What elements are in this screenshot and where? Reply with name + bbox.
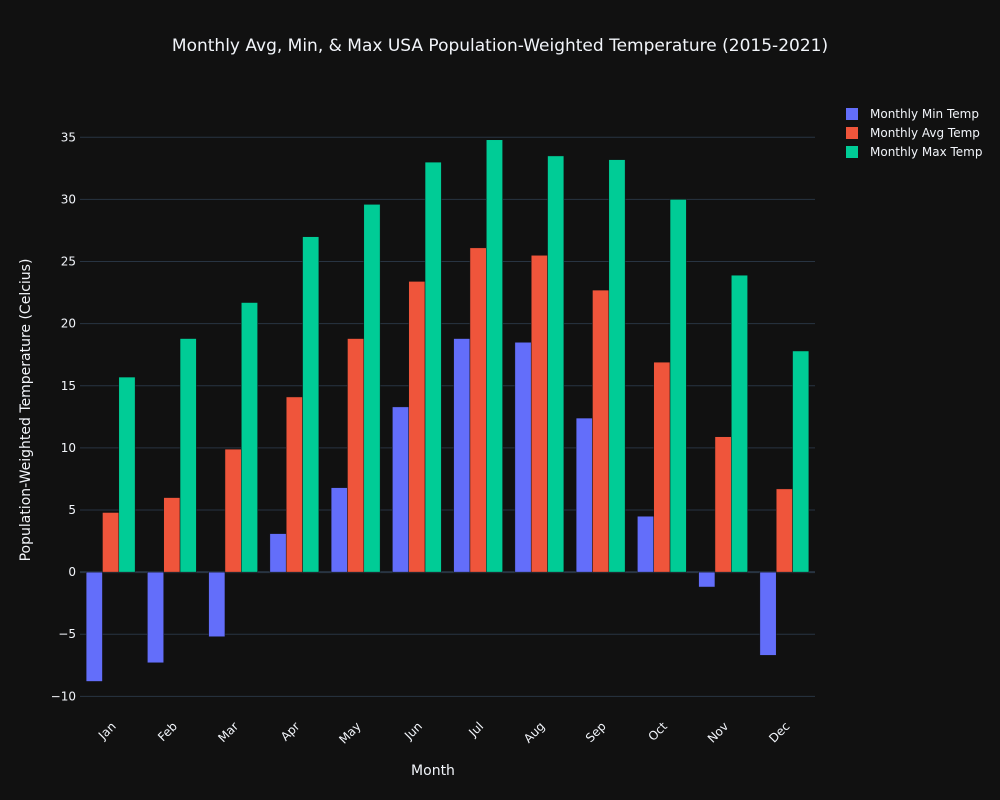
x-tick-label: Jun — [401, 719, 425, 743]
bar-monthly-min-temp-jun[interactable] — [392, 406, 409, 573]
bar-monthly-max-temp-mar[interactable] — [241, 302, 258, 573]
legend-label: Monthly Avg Temp — [870, 126, 980, 140]
bar-monthly-max-temp-dec[interactable] — [792, 350, 810, 573]
legend[interactable]: Monthly Min Temp Monthly Avg Temp Monthly … — [846, 107, 982, 159]
x-axis-title: Month — [411, 763, 455, 779]
bar-monthly-avg-temp-apr[interactable] — [285, 396, 303, 573]
x-tick-label: Jan — [95, 719, 119, 743]
bar-monthly-avg-temp-nov[interactable] — [714, 436, 732, 573]
y-tick-label: 10 — [61, 441, 76, 455]
legend-swatch — [846, 127, 858, 139]
x-tick-label: Dec — [766, 719, 792, 745]
bar-monthly-max-temp-nov[interactable] — [731, 274, 748, 573]
bar-monthly-max-temp-oct[interactable] — [669, 199, 687, 573]
bar-monthly-avg-temp-sep[interactable] — [592, 289, 610, 573]
bar-monthly-avg-temp-may[interactable] — [347, 338, 365, 573]
x-tick-label: Oct — [645, 719, 670, 744]
y-tick-label: 30 — [61, 192, 76, 206]
bar-monthly-avg-temp-jun[interactable] — [408, 281, 426, 573]
legend-label: Monthly Max Temp — [870, 145, 982, 159]
y-axis-title: Population-Weighted Temperature (Celcius… — [18, 259, 34, 562]
bar-monthly-min-temp-apr[interactable] — [269, 533, 287, 573]
legend-item-monthly-min-temp[interactable]: Monthly Min Temp — [846, 107, 979, 121]
bar-monthly-min-temp-mar[interactable] — [208, 571, 226, 637]
y-tick-label: 20 — [61, 317, 76, 331]
y-tick-label: 5 — [68, 503, 76, 517]
bar-monthly-max-temp-apr[interactable] — [302, 236, 320, 573]
bar-monthly-avg-temp-mar[interactable] — [224, 448, 242, 573]
x-tick-label: Mar — [215, 719, 241, 745]
x-tick-label: May — [336, 719, 363, 746]
bar-monthly-avg-temp-jan[interactable] — [102, 512, 120, 573]
bar-monthly-max-temp-jun[interactable] — [424, 161, 442, 573]
y-tick-label: −10 — [51, 689, 76, 703]
bar-monthly-max-temp-aug[interactable] — [547, 155, 565, 573]
bar-monthly-max-temp-jan[interactable] — [118, 376, 136, 573]
y-tick-label: 25 — [61, 255, 76, 269]
x-tick-label: Sep — [583, 719, 609, 745]
x-tick-label: Nov — [705, 719, 731, 745]
bar-monthly-max-temp-may[interactable] — [363, 204, 381, 573]
bar-monthly-avg-temp-feb[interactable] — [163, 497, 181, 573]
bar-monthly-max-temp-feb[interactable] — [179, 338, 197, 573]
bar-monthly-avg-temp-aug[interactable] — [530, 255, 548, 573]
bar-monthly-avg-temp-jul[interactable] — [469, 247, 487, 573]
x-tick-label: Feb — [155, 719, 180, 744]
bar-monthly-min-temp-sep[interactable] — [575, 417, 593, 573]
grid-lines — [80, 136, 815, 697]
y-tick-labels: −10 −5 0 5 10 15 20 25 30 35 — [51, 130, 76, 703]
bar-monthly-min-temp-may[interactable] — [330, 487, 348, 573]
bar-monthly-min-temp-jan[interactable] — [85, 571, 103, 682]
legend-swatch — [846, 146, 858, 158]
bar-monthly-max-temp-sep[interactable] — [608, 159, 626, 573]
bar-monthly-avg-temp-oct[interactable] — [653, 361, 671, 573]
bar-monthly-max-temp-jul[interactable] — [486, 139, 503, 573]
y-tick-label: 15 — [61, 379, 76, 393]
y-tick-label: 0 — [68, 565, 76, 579]
bar-monthly-min-temp-aug[interactable] — [514, 342, 532, 573]
y-tick-label: −5 — [58, 627, 76, 641]
bar-monthly-min-temp-jul[interactable] — [453, 338, 471, 573]
x-tick-label: Apr — [278, 719, 303, 744]
y-tick-label: 35 — [61, 130, 76, 144]
bar-monthly-min-temp-dec[interactable] — [759, 571, 777, 656]
bars — [85, 139, 810, 682]
x-tick-labels: Jan Feb Mar Apr May Jun Jul Aug Sep Oct Nov Dec — [95, 719, 792, 747]
bar-monthly-min-temp-feb[interactable] — [147, 571, 164, 664]
x-tick-label: Aug — [521, 719, 547, 745]
bar-monthly-min-temp-oct[interactable] — [637, 515, 654, 573]
chart-title: Monthly Avg, Min, & Max USA Population-W… — [172, 36, 828, 56]
bar-monthly-avg-temp-dec[interactable] — [775, 488, 793, 573]
x-tick-label: Jul — [465, 719, 486, 740]
legend-label: Monthly Min Temp — [870, 107, 979, 121]
legend-item-monthly-avg-temp[interactable]: Monthly Avg Temp — [846, 126, 980, 140]
legend-swatch — [846, 108, 858, 120]
bar-monthly-min-temp-nov[interactable] — [698, 571, 716, 588]
legend-item-monthly-max-temp[interactable]: Monthly Max Temp — [846, 145, 982, 159]
